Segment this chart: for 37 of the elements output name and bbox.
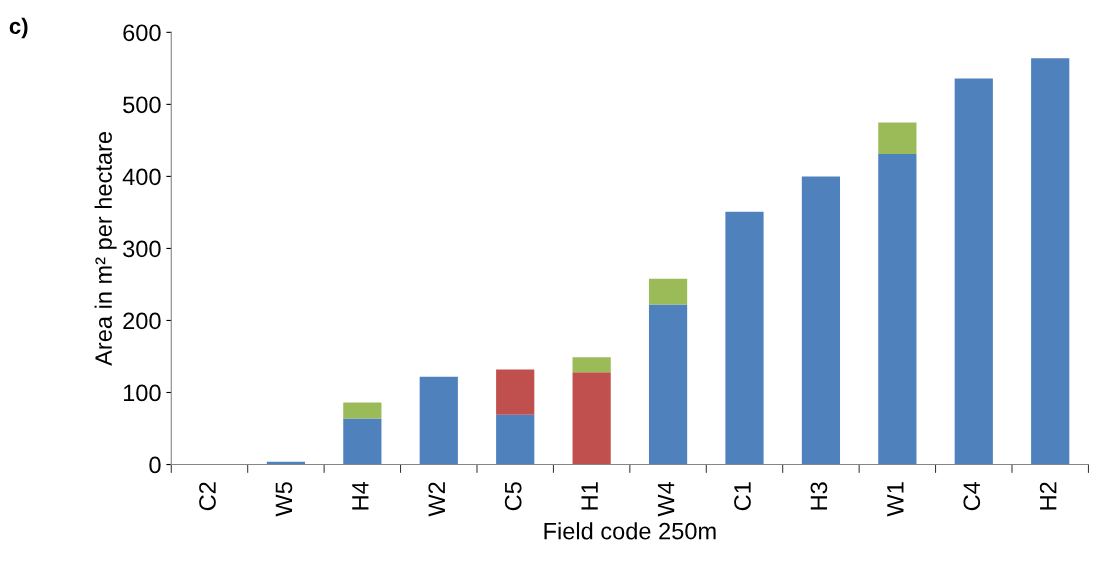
x-tick-label: W2 — [428, 482, 445, 517]
x-tick-label: H4 — [352, 481, 369, 510]
bar — [343, 402, 382, 419]
x-tick-label: H1 — [581, 482, 598, 510]
y-tick-label: 300 — [123, 240, 161, 258]
y-tick-label: 200 — [123, 312, 161, 330]
bar — [725, 211, 764, 465]
bar — [878, 154, 917, 465]
y-tick-label: 400 — [122, 168, 161, 186]
x-tick-label: H2 — [1039, 482, 1057, 510]
x-tick-label: W4 — [657, 481, 675, 517]
x-tick-label: W1 — [887, 482, 904, 517]
y-tick-label: 600 — [123, 24, 161, 42]
y-tick-label: 0 — [149, 456, 161, 474]
bar — [572, 357, 611, 373]
bar — [954, 78, 993, 465]
bar — [343, 418, 382, 465]
bar — [878, 122, 917, 155]
x-tick-label: C5 — [504, 482, 522, 511]
x-tick-label: H3 — [810, 482, 828, 510]
x-tick-label: W5 — [275, 482, 293, 517]
bar — [801, 176, 841, 465]
bar — [496, 414, 535, 465]
bar — [648, 278, 688, 305]
y-axis-title: Area in m² per hectare — [94, 132, 117, 366]
x-axis-title: Field code 250m — [544, 522, 716, 540]
bar — [1031, 58, 1070, 465]
y-tick-label: 100 — [123, 384, 161, 402]
x-tick-label: C1 — [734, 482, 751, 511]
text: c) — [9, 17, 28, 39]
bar — [496, 369, 535, 415]
bar — [648, 304, 688, 465]
x-tick-label: C2 — [199, 482, 216, 511]
x-tick-label: C4 — [963, 481, 981, 511]
bar — [572, 372, 611, 465]
y-tick-label: 500 — [123, 96, 161, 114]
bar — [419, 376, 458, 465]
